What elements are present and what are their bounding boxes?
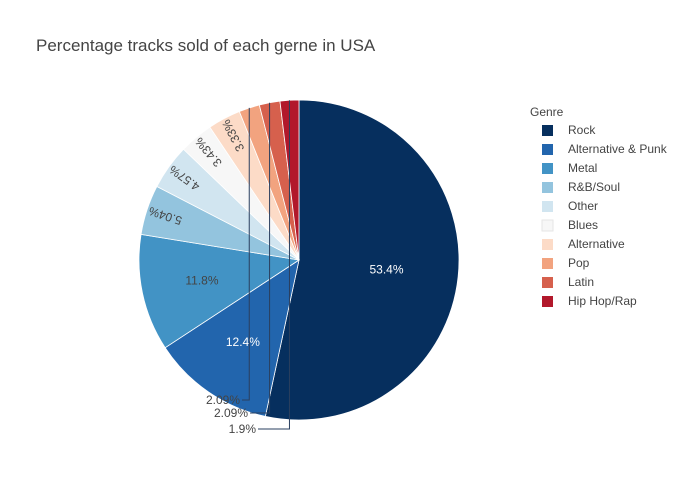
legend-label-blues[interactable]: Blues — [568, 218, 598, 232]
pie-slices — [138, 99, 460, 421]
legend: Genre Rock Alternative & Punk Metal R&B/Sou… — [530, 105, 668, 308]
slice-label-pop: 2.09% — [206, 393, 240, 407]
pie-slice-rock[interactable] — [264, 99, 460, 421]
pie-slice-metal[interactable] — [138, 233, 301, 349]
legend-swatch-other[interactable] — [542, 201, 553, 212]
legend-swatch-hip-hop-rap[interactable] — [542, 296, 553, 307]
leader-line-latin — [250, 102, 271, 414]
legend-swatch-pop[interactable] — [542, 258, 553, 269]
legend-swatch-blues[interactable] — [541, 219, 554, 232]
pie-slice-alternative-punk[interactable] — [164, 259, 300, 417]
slice-label-latin: 2.09% — [214, 406, 248, 420]
legend-swatch-alternative[interactable] — [542, 239, 553, 250]
legend-label-alternative-punk[interactable]: Alternative & Punk — [568, 142, 668, 156]
legend-label-other[interactable]: Other — [568, 199, 598, 213]
leader-line-pop — [242, 107, 250, 401]
chart-title: Percentage tracks sold of each gerne in … — [36, 36, 376, 55]
leader-line-hip-hop-rap — [258, 100, 290, 430]
legend-label-alternative[interactable]: Alternative — [568, 237, 625, 251]
legend-swatch-rock[interactable] — [542, 125, 553, 136]
legend-swatch-alternative-punk[interactable] — [542, 144, 553, 155]
legend-title: Genre — [530, 105, 564, 119]
legend-swatch-r-b-soul[interactable] — [542, 182, 553, 193]
legend-label-rock[interactable]: Rock — [568, 123, 596, 137]
legend-label-metal[interactable]: Metal — [568, 161, 597, 175]
legend-swatch-metal[interactable] — [542, 163, 553, 174]
slice-label-rock: 53.4% — [369, 262, 403, 276]
slice-label-alternative-punk: 12.4% — [226, 335, 260, 349]
legend-label-r-b-soul[interactable]: R&B/Soul — [568, 180, 620, 194]
slice-label-hip-hop-rap: 1.9% — [229, 422, 257, 436]
legend-label-pop[interactable]: Pop — [568, 256, 590, 270]
legend-label-latin[interactable]: Latin — [568, 275, 594, 289]
legend-swatch-latin[interactable] — [542, 277, 553, 288]
legend-label-hip-hop-rap[interactable]: Hip Hop/Rap — [568, 294, 637, 308]
slice-label-metal: 11.8% — [185, 274, 218, 288]
